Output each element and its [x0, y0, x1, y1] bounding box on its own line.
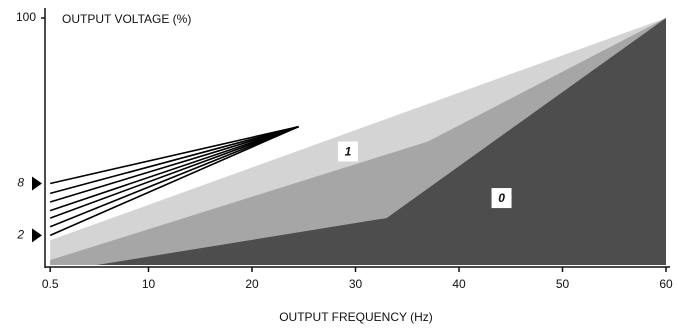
curve — [49, 125, 299, 195]
x-tick-label: 20 — [245, 277, 259, 291]
region-label-box — [337, 141, 358, 162]
x-axis-title: OUTPUT FREQUENCY (Hz) — [279, 310, 433, 324]
x-tick-label: 60 — [659, 277, 673, 291]
x-tick-label: 40 — [452, 277, 466, 291]
region-label-box — [491, 188, 512, 209]
region-label: 0 — [498, 191, 505, 205]
curve — [49, 125, 299, 185]
curve — [49, 125, 299, 228]
curve-marker — [32, 176, 42, 191]
curve-marker-label: 8 — [17, 176, 24, 190]
x-tick-label: 10 — [142, 277, 156, 291]
x-tick-label: 50 — [556, 277, 570, 291]
region-label: 1 — [345, 145, 352, 159]
curve — [49, 125, 299, 237]
x-tick-label: 0.5 — [42, 277, 59, 291]
curve-marker-label: 2 — [16, 228, 24, 242]
curve — [49, 125, 299, 203]
curve — [49, 125, 299, 212]
y-tick-label: 100 — [16, 10, 36, 24]
curve-marker — [32, 228, 42, 243]
y-axis-title: OUTPUT VOLTAGE (%) — [62, 12, 191, 26]
region — [96, 18, 666, 265]
curve — [49, 125, 299, 219]
x-tick-label: 30 — [349, 277, 363, 291]
